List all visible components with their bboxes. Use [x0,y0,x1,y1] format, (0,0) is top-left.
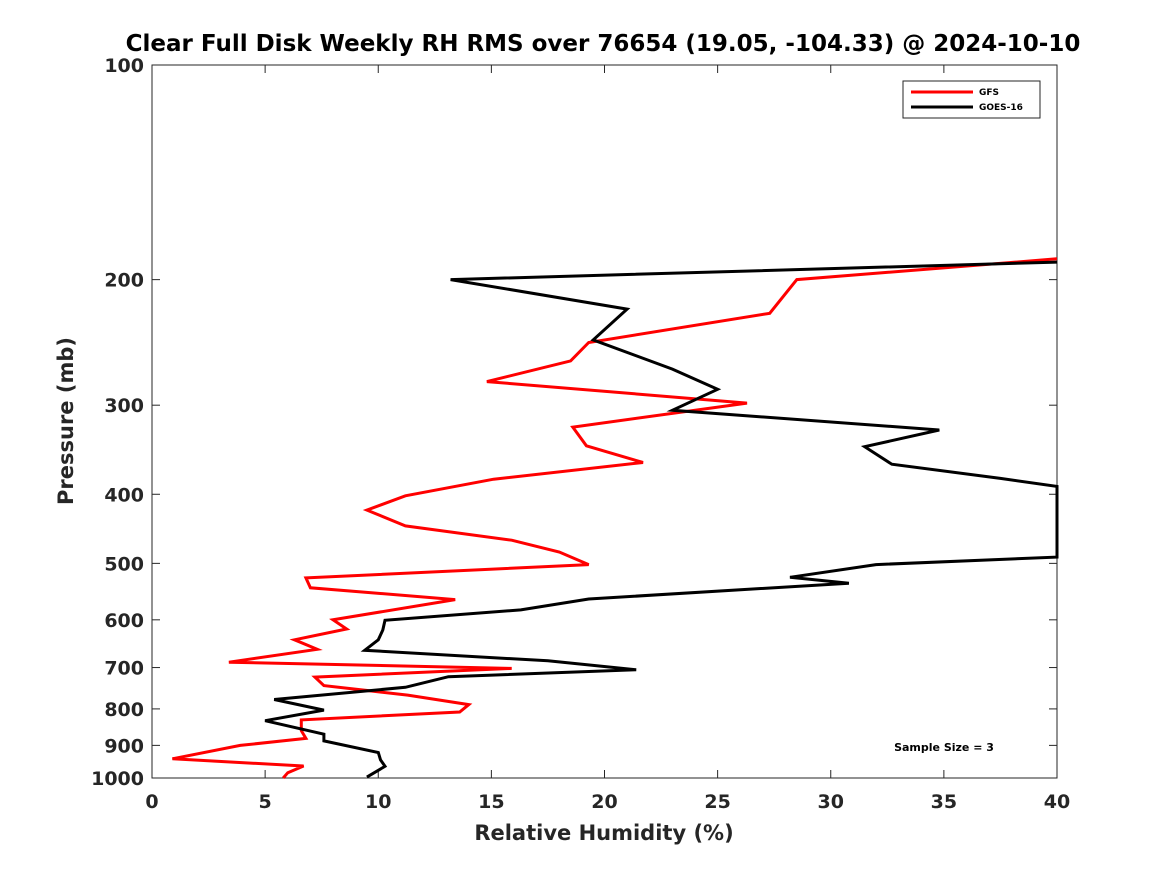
x-tick-label: 10 [365,791,391,813]
y-tick-label: 500 [104,553,144,575]
y-tick-label: 800 [104,699,144,721]
y-tick-label: 100 [104,55,144,77]
x-tick-label: 5 [259,791,272,813]
x-axis-label: Relative Humidity (%) [474,821,733,845]
series-line-gfs [172,257,1058,779]
y-tick-label: 200 [104,270,144,292]
x-tick-label: 25 [704,791,730,813]
legend: GFS GOES-16 [902,80,1041,119]
legend-label: GOES-16 [979,103,1023,113]
series-line-goes-16 [264,260,1059,779]
chart-title: Clear Full Disk Weekly RH RMS over 76654… [126,31,1081,57]
legend-label: GFS [979,88,999,98]
x-tick-label: 0 [145,791,158,813]
x-tick-label: 15 [478,791,504,813]
x-tick-label: 40 [1044,791,1070,813]
sample-size-annotation: Sample Size = 3 [894,741,994,754]
y-tick-label: 400 [104,484,144,506]
x-tick-label: 20 [591,791,617,813]
x-tick-label: 30 [818,791,844,813]
y-tick-label: 300 [104,395,144,417]
x-tick-label: 35 [931,791,957,813]
series-lines [172,257,1059,779]
legend-box [902,80,1041,119]
axis-ticks: 0 5 10 15 20 25 30 35 40 100 200 300 400 500 600 700 800… [91,55,1070,813]
y-tick-label: 700 [104,658,144,680]
y-tick-label: 1000 [91,768,144,790]
y-axis-label: Pressure (mb) [54,337,78,505]
y-tick-label: 900 [104,735,144,757]
y-tick-label: 600 [104,610,144,632]
